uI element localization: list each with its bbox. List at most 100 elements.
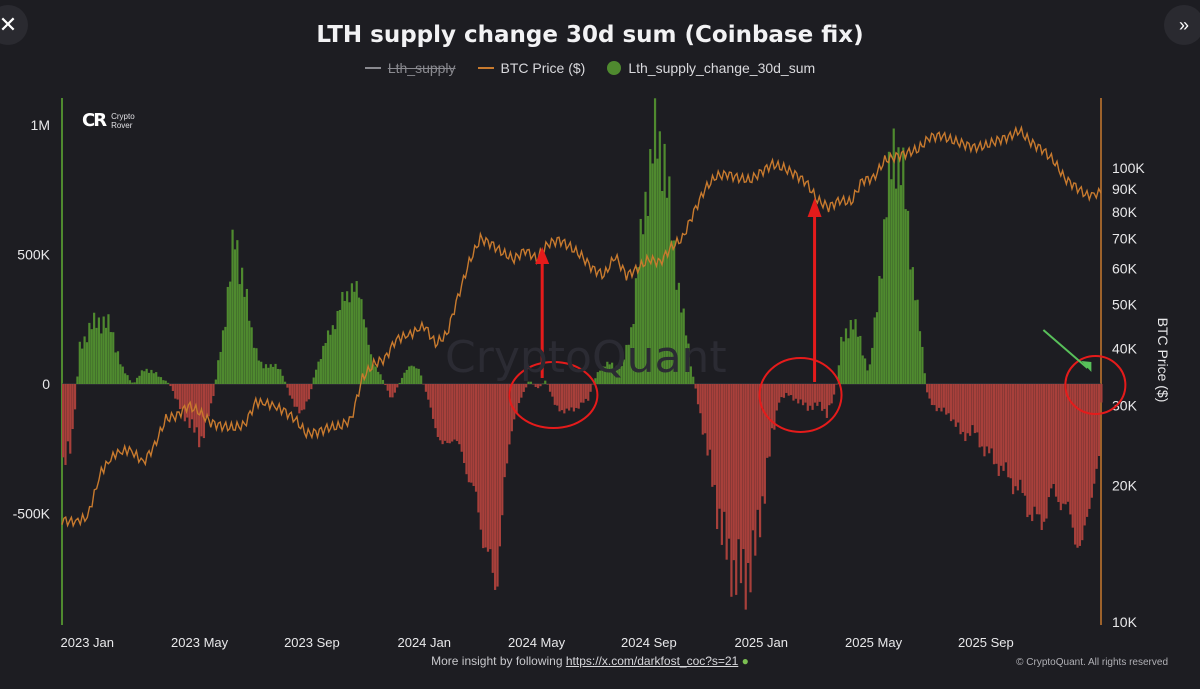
bar — [529, 381, 533, 384]
bar — [668, 176, 671, 384]
bar — [763, 384, 766, 504]
bar — [1090, 384, 1093, 498]
bar — [489, 384, 492, 550]
bar — [875, 312, 879, 384]
bar — [923, 373, 926, 384]
bar — [859, 335, 862, 384]
footer-link[interactable]: https://x.com/darkfost_coc?s=21 — [565, 654, 739, 668]
bar — [147, 372, 151, 384]
bar — [591, 384, 595, 385]
legend-item-lth-supply[interactable]: Lth_supply — [364, 60, 456, 76]
double-chevron-right-icon[interactable]: » — [1164, 5, 1200, 45]
bar — [427, 384, 430, 400]
bar — [780, 384, 783, 398]
bar — [918, 331, 922, 384]
bar — [319, 359, 322, 384]
bar — [935, 384, 938, 412]
bar — [467, 384, 470, 483]
bar — [1062, 384, 1065, 504]
bar — [451, 384, 454, 442]
bar — [1014, 384, 1017, 487]
bar — [66, 384, 69, 442]
y-right-tick-label: 20K — [1112, 477, 1138, 493]
bar — [76, 376, 79, 384]
bar — [267, 367, 270, 384]
bar — [1021, 384, 1024, 494]
bar — [718, 384, 721, 509]
bar — [455, 384, 459, 442]
bar — [348, 302, 351, 384]
bar — [439, 384, 442, 441]
bar — [747, 384, 750, 563]
bar — [902, 147, 905, 384]
bar — [174, 384, 177, 399]
bar — [579, 384, 583, 403]
legend-label: BTC Price ($) — [500, 60, 586, 76]
bar — [806, 384, 809, 411]
bar — [971, 384, 974, 426]
bar — [453, 384, 456, 440]
legend-item-lth-change[interactable]: Lth_supply_change_30d_sum — [607, 60, 815, 76]
bar — [873, 317, 876, 384]
bar — [849, 319, 852, 384]
bar — [291, 384, 294, 399]
x-tick-label: 2024 Sep — [621, 635, 677, 650]
bar — [1031, 384, 1034, 522]
bar — [661, 191, 664, 384]
bar — [281, 375, 284, 384]
bar — [69, 384, 72, 454]
bar — [329, 334, 332, 384]
bar — [83, 336, 86, 384]
bar — [608, 364, 611, 384]
bar — [255, 348, 258, 384]
bar — [646, 215, 649, 384]
bar — [1078, 384, 1082, 546]
bar — [816, 384, 819, 406]
bar — [1007, 384, 1010, 478]
y-left-tick-label: 500K — [17, 247, 50, 263]
bar — [687, 343, 690, 384]
bar — [1047, 384, 1050, 498]
y-right-tick-label: 40K — [1112, 341, 1138, 357]
bar — [766, 384, 769, 458]
bar — [88, 322, 91, 384]
bar — [570, 384, 573, 408]
bar — [852, 329, 855, 384]
bar — [541, 383, 544, 385]
bar — [603, 366, 607, 384]
bar — [472, 384, 475, 486]
bar — [97, 317, 101, 384]
bar — [162, 380, 165, 384]
bar — [801, 384, 805, 406]
bar — [525, 384, 528, 388]
bar — [804, 384, 807, 403]
bar — [988, 384, 991, 454]
bar — [272, 366, 275, 384]
bar — [544, 380, 547, 384]
btc-price-line — [61, 124, 1102, 529]
bar — [560, 384, 564, 411]
bar — [551, 384, 554, 397]
bar — [236, 240, 239, 384]
y-left-tick-label: 1M — [31, 117, 50, 133]
bar — [491, 384, 494, 573]
bar — [1009, 384, 1012, 479]
bar — [1052, 384, 1055, 485]
bar — [832, 384, 836, 395]
bar — [775, 384, 778, 411]
bar — [613, 368, 616, 384]
bar — [140, 370, 143, 384]
bar — [446, 384, 449, 443]
annotation-circle — [758, 357, 843, 433]
bar — [293, 384, 296, 407]
legend-item-btc-price[interactable]: BTC Price ($) — [477, 60, 586, 76]
bar — [527, 381, 530, 384]
bar — [219, 351, 222, 384]
bar — [978, 384, 981, 448]
bar — [658, 131, 661, 384]
bar — [782, 384, 786, 398]
bar — [797, 384, 800, 404]
bar — [536, 384, 540, 389]
bar — [649, 149, 652, 384]
bar — [692, 376, 695, 384]
